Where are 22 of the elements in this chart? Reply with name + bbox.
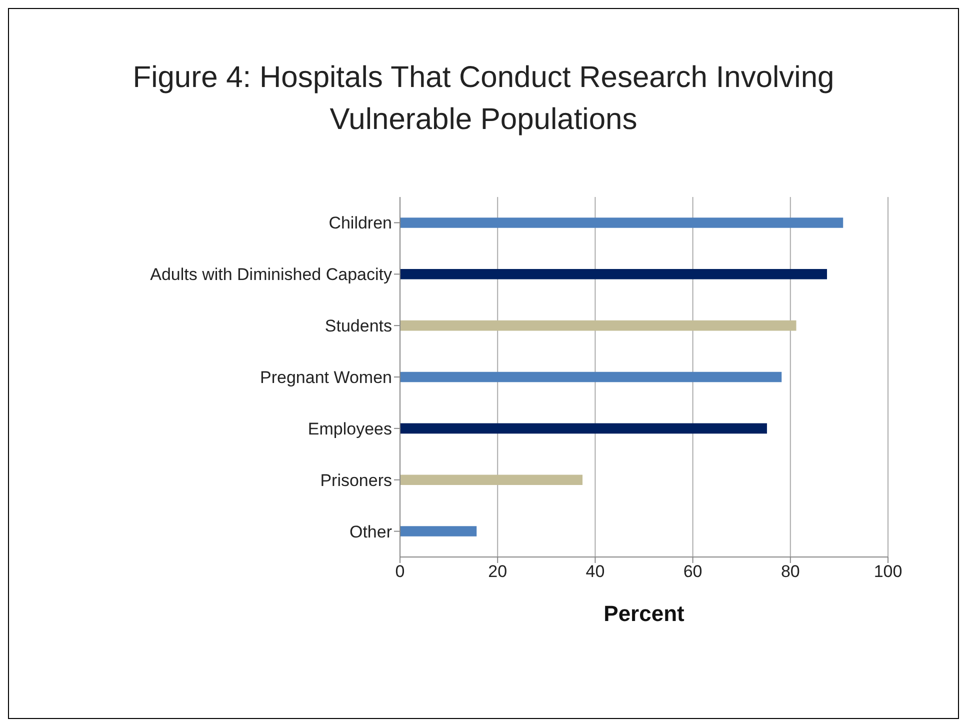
bar <box>400 423 767 434</box>
y-tick-label: Employees <box>308 419 392 438</box>
bar <box>400 372 782 382</box>
bar <box>400 269 827 280</box>
x-tick-label: 80 <box>780 562 800 582</box>
y-tick-label: Other <box>349 522 392 542</box>
y-tick-label: Children <box>328 214 392 233</box>
y-tick-label: Students <box>324 316 392 336</box>
bar <box>400 218 844 228</box>
chart-title: Figure 4: Hospitals That Conduct Research Involving Vulnerable Populations <box>132 60 836 138</box>
y-tick-label: Adults with Diminished Capacity <box>150 265 392 284</box>
bar <box>400 474 583 485</box>
x-tick-label: 20 <box>488 562 508 582</box>
bar <box>400 320 796 331</box>
x-tick-label: 60 <box>683 562 702 582</box>
x-tick-label: 0 <box>395 562 405 582</box>
y-tick-label: Prisoners <box>320 470 392 490</box>
x-axis-title: Percent <box>604 601 686 626</box>
bar <box>400 526 477 536</box>
y-tick-label: Pregnant Women <box>260 368 392 388</box>
x-tick-label: 100 <box>874 562 902 582</box>
x-tick-label: 40 <box>586 562 605 582</box>
